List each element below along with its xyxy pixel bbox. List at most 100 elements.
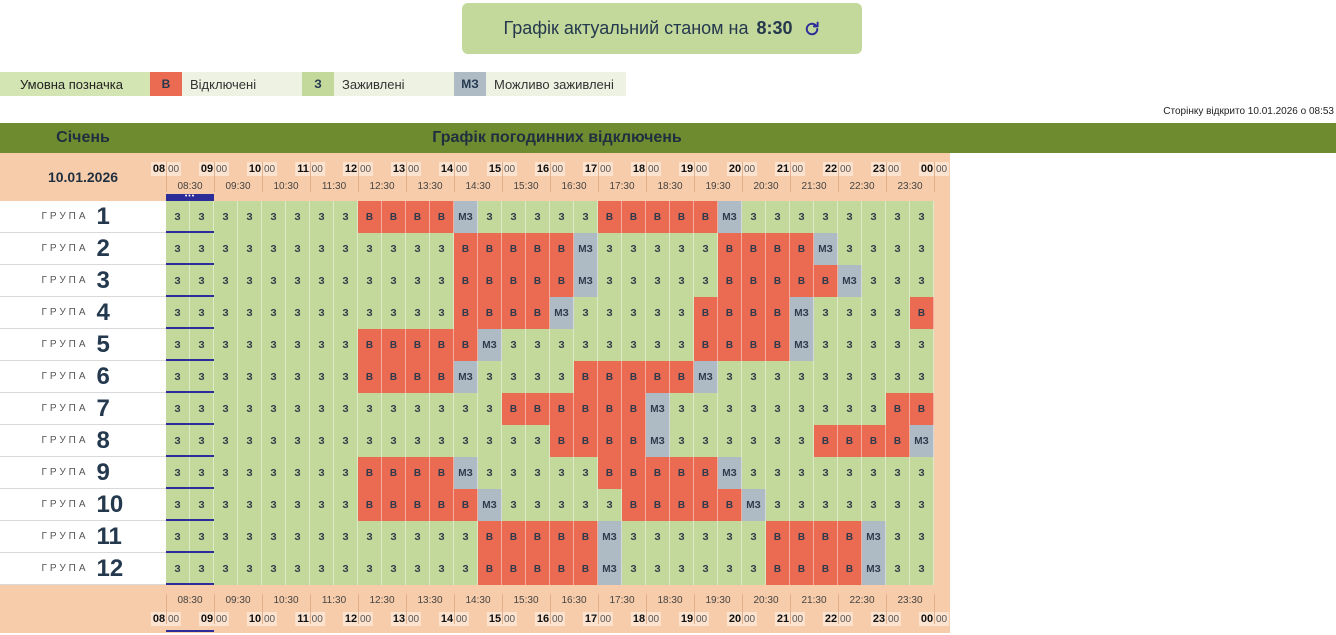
slot-cell[interactable]: В <box>838 425 862 457</box>
slot-cell[interactable]: З <box>310 489 334 521</box>
slot-cell[interactable]: З <box>886 201 910 233</box>
slot-cell[interactable]: З <box>478 393 502 425</box>
slot-cell[interactable]: З <box>406 233 430 265</box>
slot-cell[interactable]: МЗ <box>598 521 622 553</box>
slot-cell[interactable]: З <box>382 233 406 265</box>
slot-cell[interactable]: В <box>670 201 694 233</box>
status-banner[interactable]: Графік актуальний станом на 8:30 <box>462 3 862 54</box>
slot-cell[interactable]: В <box>526 265 550 297</box>
slot-cell[interactable]: З <box>454 553 478 585</box>
slot-cell[interactable]: З <box>838 361 862 393</box>
slot-cell[interactable]: З <box>502 457 526 489</box>
slot-cell[interactable]: В <box>502 393 526 425</box>
slot-cell[interactable]: В <box>766 297 790 329</box>
slot-cell[interactable]: З <box>214 553 238 585</box>
slot-cell[interactable]: МЗ <box>454 201 478 233</box>
slot-cell[interactable]: З <box>886 329 910 361</box>
slot-cell[interactable]: З <box>166 489 190 521</box>
slot-cell[interactable]: В <box>406 361 430 393</box>
slot-cell[interactable]: З <box>238 201 262 233</box>
slot-cell[interactable]: З <box>526 425 550 457</box>
slot-cell[interactable]: В <box>430 201 454 233</box>
slot-cell[interactable]: З <box>598 233 622 265</box>
slot-cell[interactable]: З <box>358 265 382 297</box>
slot-cell[interactable]: З <box>814 457 838 489</box>
slot-cell[interactable]: З <box>238 521 262 553</box>
slot-cell[interactable]: З <box>214 233 238 265</box>
slot-cell[interactable]: З <box>310 297 334 329</box>
slot-cell[interactable]: З <box>286 457 310 489</box>
slot-cell[interactable]: МЗ <box>454 361 478 393</box>
slot-cell[interactable]: В <box>670 489 694 521</box>
slot-cell[interactable]: З <box>670 425 694 457</box>
slot-cell[interactable]: В <box>694 201 718 233</box>
slot-cell[interactable]: З <box>310 265 334 297</box>
slot-cell[interactable]: З <box>862 489 886 521</box>
slot-cell[interactable]: З <box>814 393 838 425</box>
slot-cell[interactable]: З <box>526 329 550 361</box>
slot-cell[interactable]: В <box>670 457 694 489</box>
slot-cell[interactable]: З <box>814 489 838 521</box>
slot-cell[interactable]: З <box>310 553 334 585</box>
slot-cell[interactable]: З <box>262 393 286 425</box>
slot-cell[interactable]: З <box>694 553 718 585</box>
slot-cell[interactable]: В <box>742 297 766 329</box>
slot-cell[interactable]: З <box>190 297 214 329</box>
slot-cell[interactable]: З <box>622 521 646 553</box>
slot-cell[interactable]: МЗ <box>718 457 742 489</box>
slot-cell[interactable]: МЗ <box>862 553 886 585</box>
slot-cell[interactable]: В <box>766 233 790 265</box>
slot-cell[interactable]: В <box>622 425 646 457</box>
slot-cell[interactable]: В <box>358 201 382 233</box>
slot-cell[interactable]: З <box>358 393 382 425</box>
slot-cell[interactable]: З <box>214 489 238 521</box>
slot-cell[interactable]: З <box>790 361 814 393</box>
slot-cell[interactable]: В <box>886 425 910 457</box>
slot-cell[interactable]: З <box>238 425 262 457</box>
slot-cell[interactable]: З <box>286 489 310 521</box>
slot-cell[interactable]: З <box>910 233 934 265</box>
slot-cell[interactable]: З <box>190 425 214 457</box>
slot-cell[interactable]: В <box>766 265 790 297</box>
slot-cell[interactable]: З <box>166 393 190 425</box>
slot-cell[interactable]: З <box>814 201 838 233</box>
slot-cell[interactable]: З <box>286 329 310 361</box>
slot-cell[interactable]: З <box>262 329 286 361</box>
slot-cell[interactable]: З <box>526 361 550 393</box>
slot-cell[interactable]: З <box>550 329 574 361</box>
slot-cell[interactable]: З <box>718 521 742 553</box>
slot-cell[interactable]: З <box>286 361 310 393</box>
slot-cell[interactable]: В <box>622 457 646 489</box>
slot-cell[interactable]: В <box>646 201 670 233</box>
slot-cell[interactable]: В <box>646 489 670 521</box>
slot-cell[interactable]: В <box>526 393 550 425</box>
slot-cell[interactable]: З <box>622 329 646 361</box>
slot-cell[interactable]: З <box>910 457 934 489</box>
slot-cell[interactable]: З <box>814 329 838 361</box>
slot-cell[interactable]: МЗ <box>718 201 742 233</box>
slot-cell[interactable]: В <box>358 361 382 393</box>
slot-cell[interactable]: В <box>574 553 598 585</box>
slot-cell[interactable]: В <box>574 393 598 425</box>
slot-cell[interactable]: В <box>526 297 550 329</box>
slot-cell[interactable]: З <box>766 393 790 425</box>
slot-cell[interactable]: З <box>814 297 838 329</box>
slot-cell[interactable]: З <box>430 233 454 265</box>
slot-cell[interactable]: З <box>166 457 190 489</box>
slot-cell[interactable]: В <box>502 233 526 265</box>
slot-cell[interactable]: З <box>238 361 262 393</box>
slot-cell[interactable]: З <box>238 393 262 425</box>
slot-cell[interactable]: В <box>382 457 406 489</box>
slot-cell[interactable]: З <box>646 553 670 585</box>
slot-cell[interactable]: З <box>334 201 358 233</box>
slot-cell[interactable]: З <box>262 553 286 585</box>
slot-cell[interactable]: З <box>310 361 334 393</box>
slot-cell[interactable]: В <box>502 265 526 297</box>
slot-cell[interactable]: В <box>526 233 550 265</box>
slot-cell[interactable]: З <box>838 201 862 233</box>
slot-cell[interactable]: В <box>454 233 478 265</box>
slot-cell[interactable]: З <box>574 201 598 233</box>
slot-cell[interactable]: З <box>286 425 310 457</box>
slot-cell[interactable]: В <box>646 457 670 489</box>
slot-cell[interactable]: В <box>406 329 430 361</box>
